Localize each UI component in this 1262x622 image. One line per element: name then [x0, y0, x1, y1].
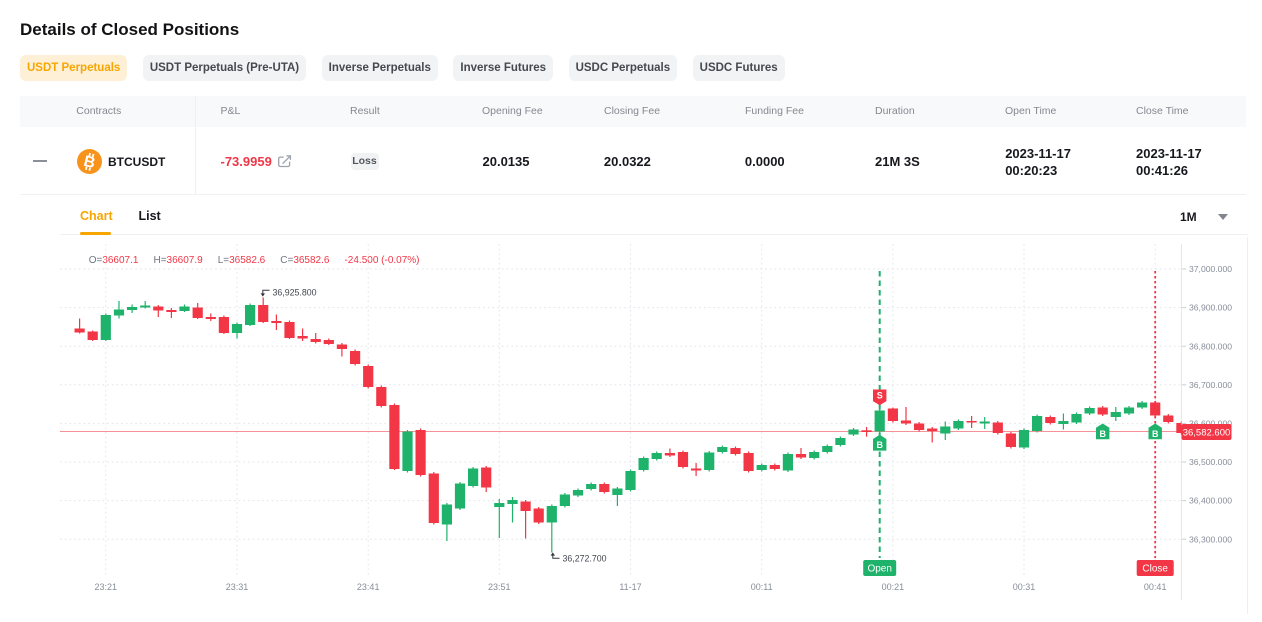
- svg-text:36,400.000: 36,400.000: [1189, 496, 1232, 506]
- svg-text:00:21: 00:21: [882, 582, 905, 592]
- svg-text:Open: Open: [867, 564, 891, 575]
- svg-text:36,925.800: 36,925.800: [273, 288, 317, 298]
- svg-text:36,500.000: 36,500.000: [1189, 457, 1232, 467]
- svg-text:23:41: 23:41: [357, 582, 380, 592]
- svg-text:Close: Close: [1142, 564, 1168, 575]
- svg-text:36,900.000: 36,900.000: [1189, 303, 1232, 313]
- svg-text:36,600.000: 36,600.000: [1189, 419, 1232, 429]
- svg-text:36,582.600: 36,582.600: [1183, 427, 1231, 438]
- svg-text:B: B: [1152, 429, 1159, 439]
- svg-text:B: B: [876, 440, 883, 450]
- svg-text:S: S: [877, 391, 883, 401]
- svg-text:36,800.000: 36,800.000: [1189, 341, 1232, 351]
- svg-text:37,000.000: 37,000.000: [1189, 264, 1232, 274]
- svg-text:00:41: 00:41: [1144, 582, 1167, 592]
- svg-text:36,700.000: 36,700.000: [1189, 380, 1232, 390]
- svg-text:36,272.700: 36,272.700: [563, 553, 607, 563]
- svg-text:00:11: 00:11: [751, 582, 773, 592]
- svg-text:00:31: 00:31: [1013, 582, 1036, 592]
- svg-text:23:21: 23:21: [95, 582, 118, 592]
- svg-text:B: B: [1099, 429, 1106, 439]
- svg-text:23:51: 23:51: [488, 582, 511, 592]
- svg-text:36,300.000: 36,300.000: [1189, 534, 1232, 544]
- svg-text:23:31: 23:31: [226, 582, 249, 592]
- svg-text:11-17: 11-17: [619, 582, 641, 592]
